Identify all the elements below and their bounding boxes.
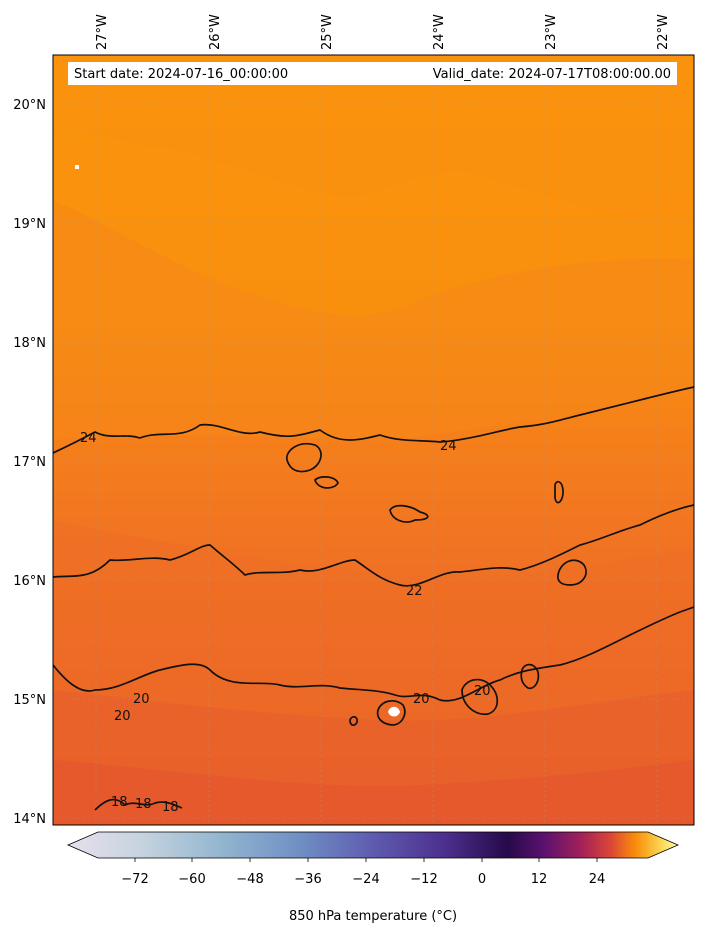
contour-24	[53, 386, 694, 454]
info-box	[68, 62, 677, 85]
lon-tick-label: 22°W	[656, 14, 671, 50]
colorbar-tick-label: 24	[589, 872, 606, 887]
lat-tick-label: 20°N	[13, 98, 46, 113]
contour-label: 20	[114, 709, 131, 724]
colorbar-tick-label: −24	[352, 872, 379, 887]
contour-lines	[53, 386, 694, 811]
contour-label: 24	[80, 431, 97, 446]
lon-tick-label: 25°W	[320, 14, 335, 50]
colorbar-tick-label: 12	[531, 872, 548, 887]
latitude-labels: 20°N 19°N 18°N 17°N 16°N 15°N 14°N	[13, 98, 46, 827]
contour-label: 18	[111, 795, 128, 810]
contour-label: 18	[135, 797, 152, 812]
colorbar-title: 850 hPa temperature (°C)	[289, 909, 457, 924]
contour-20	[53, 606, 694, 702]
contour-label-group: 24 24 22 20 20 20 20 18 18 18	[80, 431, 491, 815]
colorbar-tick-label: −12	[410, 872, 437, 887]
lat-tick-label: 16°N	[13, 574, 46, 589]
contour-label: 18	[162, 800, 179, 815]
lat-tick-label: 19°N	[13, 217, 46, 232]
lon-tick-label: 24°W	[432, 14, 447, 50]
colorbar-tick-label: −48	[236, 872, 263, 887]
start-date-label: Start date: 2024-07-16_00:00:00	[74, 67, 288, 82]
contour-label: 20	[474, 684, 491, 699]
lat-tick-label: 15°N	[13, 693, 46, 708]
contour-label: 20	[133, 692, 150, 707]
contour-label: 24	[440, 439, 457, 454]
colorbar-tick-label: −36	[294, 872, 321, 887]
lat-tick-label: 14°N	[13, 812, 46, 827]
lat-tick-label: 18°N	[13, 336, 46, 351]
colorbar-tick-label: 0	[478, 872, 486, 887]
colorbar-tick-label: −72	[121, 872, 148, 887]
contour-label: 20	[413, 692, 430, 707]
valid-date-label: Valid_date: 2024-07-17T08:00:00.00	[433, 67, 671, 82]
lon-tick-label: 26°W	[208, 14, 223, 50]
contour-22	[53, 504, 694, 587]
longitude-labels: 27°W 26°W 25°W 24°W 23°W 22°W	[95, 14, 671, 50]
map-frame	[52, 54, 695, 826]
lon-tick-label: 23°W	[544, 14, 559, 50]
lat-tick-label: 17°N	[13, 455, 46, 470]
lon-tick-label: 27°W	[95, 14, 110, 50]
colorbar-tick-label: −60	[178, 872, 205, 887]
temperature-field	[53, 55, 694, 825]
colorbar: −72 −60 −48 −36 −24 −12 0 12 24 850 hPa …	[66, 831, 680, 924]
contour-label: 22	[406, 584, 423, 599]
contour-18	[94, 798, 183, 811]
